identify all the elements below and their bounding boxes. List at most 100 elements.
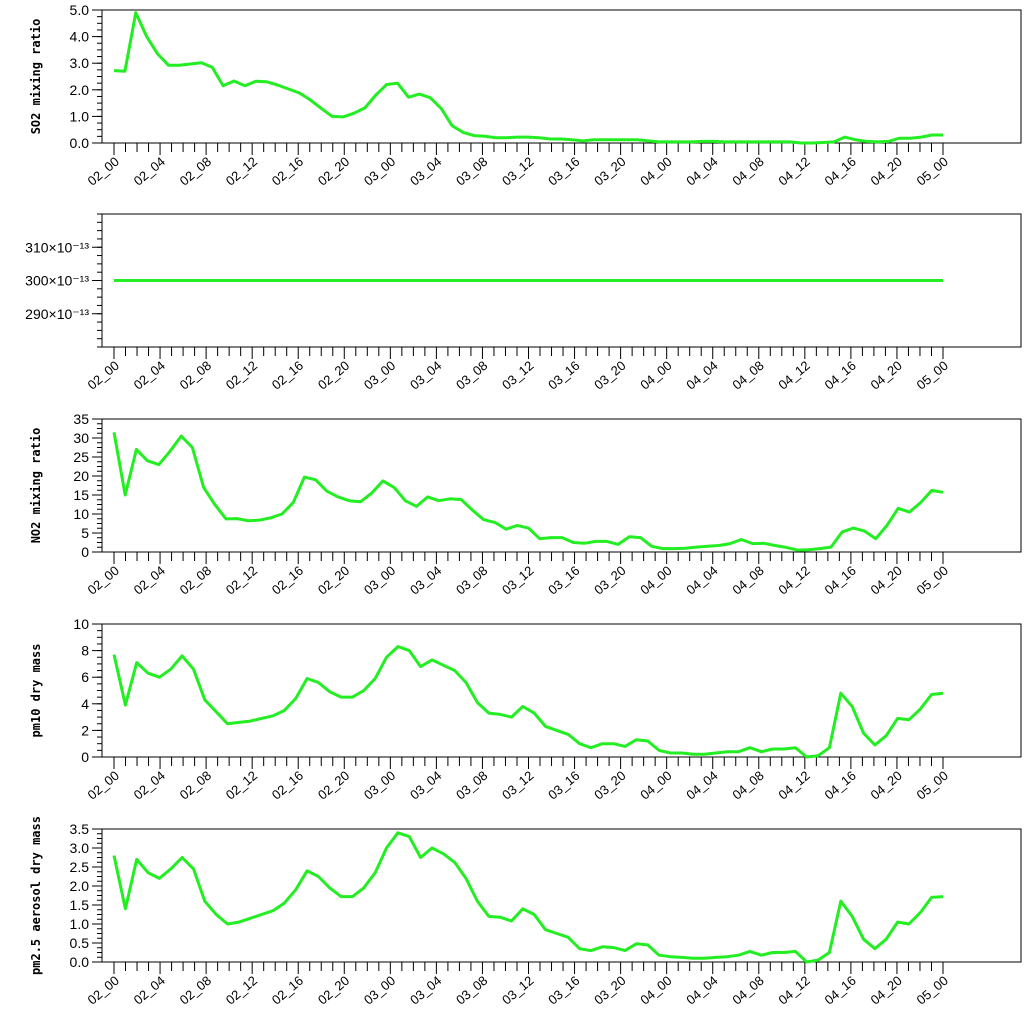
x-tick-label: 04_08 [729, 973, 766, 1008]
y-tick-label: 20 [73, 468, 89, 484]
x-tick-label: 02_20 [315, 358, 352, 393]
x-tick-label: 02_08 [177, 768, 214, 803]
y-tick-label: 35 [73, 411, 89, 427]
x-tick-label: 04_16 [821, 563, 858, 598]
x-tick-label: 04_16 [821, 768, 858, 803]
x-tick-label: 04_16 [821, 973, 858, 1008]
x-tick-label: 05_00 [914, 154, 951, 189]
x-tick-label: 02_04 [131, 973, 168, 1008]
x-tick-label: 03_04 [407, 768, 444, 803]
x-tick-label: 02_12 [223, 358, 260, 393]
x-tick-label: 02_04 [131, 768, 168, 803]
x-tick-label: 04_08 [729, 154, 766, 189]
x-tick-label: 04_12 [775, 563, 812, 598]
x-tick-label: 04_16 [821, 154, 858, 189]
x-tick-label: 02_00 [85, 563, 122, 598]
x-tick-label: 03_00 [361, 358, 398, 393]
x-tick-label: 02_00 [85, 768, 122, 803]
y-tick-label: 310×10⁻¹³ [25, 239, 89, 255]
x-tick-label: 04_00 [637, 768, 674, 803]
x-tick-label: 02_20 [315, 563, 352, 598]
y-tick-label: 0.0 [70, 954, 90, 970]
y-axis-label: NO2 mixing ratio [29, 428, 43, 544]
y-tick-label: 3.5 [70, 821, 90, 837]
y-tick-label: 15 [73, 487, 89, 503]
y-tick-label: 10 [73, 616, 89, 632]
x-tick-label: 02_08 [177, 154, 214, 189]
x-tick-label: 03_20 [591, 563, 628, 598]
x-tick-label: 03_00 [361, 973, 398, 1008]
y-axis-label: pm10 dry mass [29, 644, 43, 738]
x-tick-label: 03_04 [407, 154, 444, 189]
y-tick-label: 4 [81, 696, 89, 712]
x-tick-label: 04_00 [637, 358, 674, 393]
y-tick-label: 290×10⁻¹³ [25, 306, 89, 322]
y-tick-label: 3.0 [70, 840, 90, 856]
x-tick-label: 04_08 [729, 563, 766, 598]
x-tick-label: 03_20 [591, 768, 628, 803]
x-tick-label: 04_04 [683, 563, 720, 598]
x-tick-label: 03_08 [453, 358, 490, 393]
y-tick-label: 1.0 [70, 916, 90, 932]
panel-4: 0 2 4 6 8 10 pm10 dry mass 02_00 02_04 02_08 02_12… [29, 616, 1022, 803]
y-axis-label: pm2.5 aerosol dry mass [29, 816, 43, 975]
x-tick-label: 05_00 [914, 768, 951, 803]
y-tick-label: 0.5 [70, 935, 90, 951]
x-tick-label: 04_20 [868, 563, 905, 598]
y-tick-label: 6 [81, 669, 89, 685]
y-tick-label: 4.0 [70, 29, 90, 45]
series-line [113, 11, 943, 145]
y-tick-label: 25 [73, 449, 89, 465]
x-tick-label: 04_20 [868, 768, 905, 803]
x-tick-label: 04_04 [683, 973, 720, 1008]
x-tick-label: 02_20 [315, 768, 352, 803]
y-tick-label: 3.0 [70, 55, 90, 71]
x-tick-label: 02_08 [177, 973, 214, 1008]
x-tick-label: 03_20 [591, 154, 628, 189]
x-tick-label: 04_04 [683, 358, 720, 393]
panel-2: 290×10⁻¹³ 300×10⁻¹³ 310×10⁻¹³ 02_00 02_04 02_… [25, 213, 1022, 393]
y-tick-label: 2.5 [70, 859, 90, 875]
x-tick-label: 05_00 [914, 563, 951, 598]
x-tick-label: 03_12 [499, 154, 536, 189]
x-tick-label: 02_12 [223, 973, 260, 1008]
y-tick-label: 2.0 [70, 878, 90, 894]
y-tick-label: 5 [81, 525, 89, 541]
x-tick-label: 04_08 [729, 358, 766, 393]
y-tick-label: 2.0 [70, 82, 90, 98]
x-tick-label: 04_20 [868, 973, 905, 1008]
x-tick-label: 05_00 [914, 358, 951, 393]
x-tick-label: 02_16 [269, 563, 306, 598]
x-tick-label: 04_00 [637, 563, 674, 598]
x-tick-label: 02_08 [177, 563, 214, 598]
x-tick-label: 04_20 [868, 154, 905, 189]
x-tick-label: 03_12 [499, 358, 536, 393]
x-tick-label: 03_20 [591, 358, 628, 393]
x-tick-label: 03_04 [407, 358, 444, 393]
x-tick-label: 03_04 [407, 973, 444, 1008]
y-tick-label: 30 [73, 430, 89, 446]
x-tick-label: 03_08 [453, 768, 490, 803]
x-tick-label: 04_12 [775, 358, 812, 393]
x-tick-label: 04_04 [683, 154, 720, 189]
y-axis-label: SO2 mixing ratio [29, 19, 43, 135]
x-tick-label: 03_00 [361, 154, 398, 189]
x-tick-label: 04_12 [775, 154, 812, 189]
x-tick-label: 02_12 [223, 154, 260, 189]
x-tick-label: 02_08 [177, 358, 214, 393]
x-tick-label: 02_00 [85, 358, 122, 393]
x-tick-label: 02_12 [223, 563, 260, 598]
x-tick-label: 03_08 [453, 154, 490, 189]
x-tick-label: 02_16 [269, 768, 306, 803]
panel-3: 0 5 10 15 20 25 30 35 NO2 mixing ratio 02_00 02_04… [29, 411, 1022, 598]
x-tick-label: 03_20 [591, 973, 628, 1008]
x-tick-label: 03_12 [499, 768, 536, 803]
x-tick-label: 03_00 [361, 768, 398, 803]
x-tick-label: 02_16 [269, 358, 306, 393]
series-line [112, 645, 944, 759]
x-tick-label: 02_04 [131, 154, 168, 189]
x-tick-label: 04_20 [868, 358, 905, 393]
x-tick-label: 02_00 [85, 154, 122, 189]
y-tick-label: 0 [81, 544, 89, 560]
